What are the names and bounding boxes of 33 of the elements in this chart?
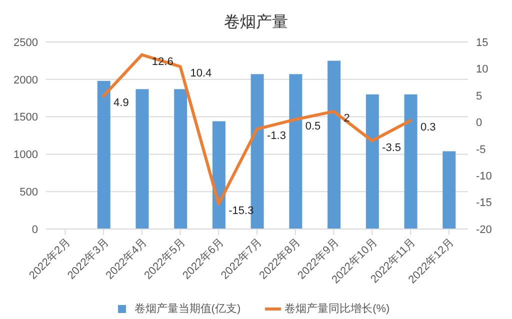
y2-tick-label: -15 (476, 197, 492, 210)
data-label: 0.3 (420, 122, 436, 134)
y-tick-label: 500 (20, 186, 38, 199)
data-label: 10.4 (190, 68, 212, 80)
y2-tick-label: 15 (476, 36, 488, 49)
bar (136, 89, 149, 229)
bar (97, 80, 110, 229)
y2-tick-label: 5 (476, 90, 482, 102)
legend-label: 卷烟产量当期值(亿支) (133, 302, 241, 316)
y2-tick-label: 0 (476, 117, 482, 130)
data-label: -3.5 (382, 142, 402, 154)
bar (212, 121, 226, 229)
y-tick-label: 1000 (14, 149, 38, 162)
data-label: 4.9 (114, 96, 129, 109)
y2-tick-label: -10 (476, 170, 492, 182)
chart-title: 卷烟产量 (223, 12, 289, 33)
y2-tick-label: -20 (476, 224, 492, 236)
data-label: -1.3 (267, 130, 286, 142)
y2-tick-label: 10 (476, 64, 488, 76)
data-label: 0.5 (305, 120, 321, 132)
bar (404, 94, 418, 229)
y-tick-label: 2000 (14, 74, 38, 86)
line-series (102, 53, 412, 206)
legend-label: 卷烟产量同比增长(%) (284, 302, 390, 316)
bar (328, 60, 341, 229)
y-tick-label: 0 (32, 224, 38, 236)
bar (442, 151, 456, 229)
bar (174, 89, 188, 229)
y-tick-label: 1500 (14, 112, 38, 124)
bar (289, 74, 302, 229)
y2-tick-label: -5 (476, 144, 486, 156)
y-tick-label: 2500 (14, 36, 38, 49)
bar (366, 94, 379, 229)
